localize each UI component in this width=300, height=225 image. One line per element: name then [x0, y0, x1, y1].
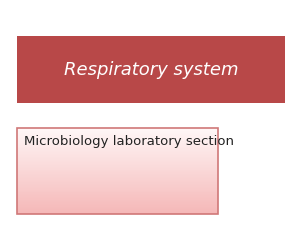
Bar [16, 144, 217, 145]
Bar [16, 188, 217, 189]
Bar [16, 206, 217, 208]
Bar [16, 155, 217, 157]
Bar [16, 182, 217, 184]
Bar [16, 169, 217, 171]
Bar [16, 204, 217, 205]
Bar [16, 142, 217, 144]
Bar [16, 198, 217, 200]
Bar [16, 205, 217, 207]
Bar [16, 36, 285, 104]
Bar [16, 209, 217, 211]
Bar [16, 168, 217, 170]
Bar [16, 148, 217, 150]
Bar [16, 179, 217, 181]
Bar [16, 131, 217, 133]
Bar [16, 152, 217, 154]
Bar [16, 146, 217, 148]
Bar [16, 201, 217, 202]
Bar [16, 194, 217, 195]
Bar [16, 184, 217, 185]
Bar [16, 151, 217, 153]
Bar [16, 189, 217, 191]
Bar [16, 162, 217, 164]
Bar [16, 157, 217, 158]
Bar [16, 132, 217, 134]
Bar [16, 171, 217, 172]
Bar [16, 202, 217, 204]
Bar [16, 159, 217, 161]
Bar [16, 172, 217, 174]
Bar [16, 161, 217, 162]
Bar [16, 134, 217, 135]
Bar [16, 192, 217, 194]
Bar [16, 185, 217, 187]
Text: Respiratory system: Respiratory system [64, 61, 238, 79]
Bar [16, 195, 217, 197]
Bar [16, 164, 217, 165]
Bar [16, 196, 217, 198]
Bar [16, 211, 217, 212]
Bar [16, 135, 217, 137]
Bar [16, 138, 217, 140]
Bar [16, 181, 217, 182]
Bar [16, 208, 217, 209]
Bar [16, 137, 217, 138]
Bar [16, 128, 217, 130]
Bar [16, 154, 217, 155]
Bar [16, 175, 217, 177]
Bar [16, 166, 217, 168]
Bar [16, 178, 217, 180]
Bar [16, 174, 217, 175]
Bar [16, 165, 217, 167]
Bar [16, 145, 217, 147]
Text: Microbiology laboratory section: Microbiology laboratory section [24, 135, 234, 148]
Bar [16, 212, 217, 214]
Bar [16, 191, 217, 192]
Bar [16, 141, 217, 142]
Bar [16, 128, 217, 214]
Bar [16, 187, 217, 188]
Bar [16, 158, 217, 160]
Bar [16, 140, 217, 141]
Bar [16, 149, 217, 151]
Bar [16, 199, 217, 201]
Bar [16, 176, 217, 178]
Bar [16, 129, 217, 131]
